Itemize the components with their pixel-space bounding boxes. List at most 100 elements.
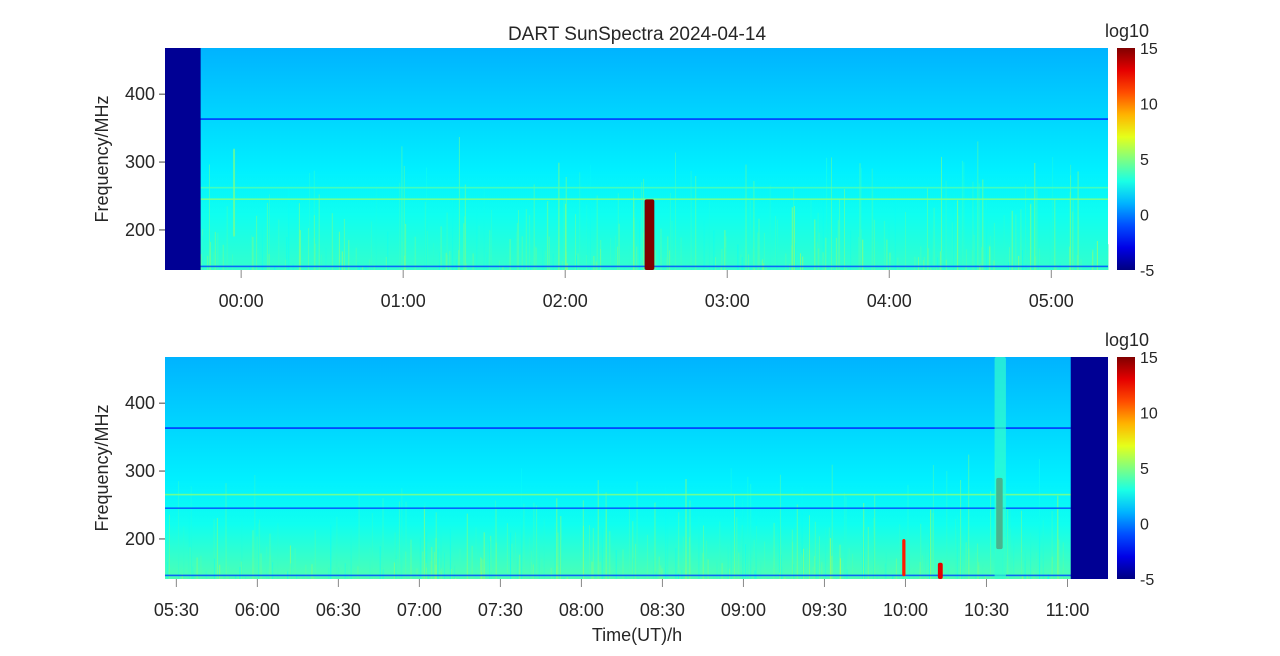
noise-streak	[586, 204, 587, 270]
noise-streak	[254, 475, 255, 579]
noise-streak	[966, 542, 967, 579]
noise-streak	[839, 199, 840, 270]
frequency-line	[165, 575, 1108, 577]
noise-streak	[836, 238, 837, 270]
noise-streak	[232, 254, 233, 270]
noise-streak	[1044, 568, 1045, 580]
noise-streak	[779, 522, 780, 579]
noise-streak	[443, 269, 444, 270]
noise-streak	[827, 211, 828, 271]
noise-streak	[515, 532, 516, 579]
noise-streak	[533, 565, 534, 580]
noise-streak	[534, 184, 535, 270]
noise-streak	[344, 578, 345, 579]
noise-streak	[452, 199, 453, 270]
noise-streak	[775, 216, 776, 270]
noise-streak	[269, 577, 270, 579]
noise-streak	[241, 562, 242, 579]
noise-streak	[319, 194, 320, 270]
noise-streak	[544, 519, 545, 579]
noise-streak	[1013, 540, 1014, 579]
noise-streak	[946, 471, 947, 579]
noise-streak	[351, 529, 352, 579]
noise-streak	[562, 261, 563, 270]
noise-streak	[386, 257, 387, 270]
noise-streak	[549, 237, 550, 270]
noise-streak	[597, 196, 598, 270]
noise-streak	[467, 514, 468, 579]
noise-streak	[332, 213, 333, 270]
noise-streak	[558, 533, 559, 580]
noise-streak	[860, 163, 861, 270]
noise-streak	[1074, 259, 1075, 270]
radio-burst	[902, 539, 905, 576]
noise-streak	[1081, 259, 1082, 270]
noise-streak	[800, 253, 801, 270]
noise-streak	[342, 252, 343, 271]
noise-streak	[946, 260, 947, 270]
xlabel: Time(UT)/h	[592, 625, 682, 645]
noise-streak	[225, 543, 226, 579]
noise-streak	[505, 269, 506, 270]
noise-streak	[479, 226, 480, 270]
colorbar-tick-label: 10	[1140, 406, 1158, 423]
xtick-label: 06:30	[316, 600, 361, 620]
noise-streak	[217, 578, 218, 579]
noise-streak	[489, 230, 490, 270]
noise-streak	[661, 229, 662, 270]
noise-streak	[507, 523, 508, 579]
noise-streak	[734, 577, 735, 579]
noise-streak	[624, 268, 625, 270]
noise-streak	[764, 233, 765, 270]
xtick-label: 07:00	[397, 600, 442, 620]
noise-streak	[344, 219, 345, 270]
noise-streak	[750, 201, 751, 271]
noise-streak	[930, 510, 931, 580]
noise-streak	[759, 219, 760, 270]
noise-streak	[484, 189, 485, 270]
noise-streak	[929, 532, 930, 579]
noise-streak	[722, 563, 723, 579]
noise-streak	[1030, 533, 1031, 579]
noise-streak	[1070, 165, 1071, 270]
noise-streak	[963, 162, 964, 270]
noise-streak	[813, 567, 814, 579]
noise-streak	[641, 182, 642, 270]
noise-streak	[313, 577, 314, 579]
noise-streak	[240, 567, 241, 579]
noise-streak	[455, 578, 456, 579]
noise-streak	[1025, 561, 1026, 580]
ytick-label: 200	[125, 529, 155, 549]
noise-streak	[417, 568, 418, 579]
noise-streak	[401, 146, 402, 270]
colorbar-label-bottom: log10	[1105, 330, 1149, 350]
noise-streak	[565, 204, 566, 270]
xtick-label: 09:30	[802, 600, 847, 620]
noise-streak	[510, 533, 511, 580]
noise-streak	[1052, 268, 1053, 270]
noise-streak	[1020, 209, 1021, 270]
noise-streak	[553, 578, 554, 580]
noise-streak	[875, 574, 876, 579]
noise-streak	[734, 494, 735, 579]
noise-streak	[371, 222, 372, 271]
noise-streak	[463, 223, 464, 270]
noise-streak	[1052, 511, 1053, 579]
noise-streak	[315, 530, 316, 579]
noise-streak	[1108, 244, 1109, 270]
noise-streak	[889, 223, 890, 270]
xtick-label: 10:30	[964, 600, 1009, 620]
noise-streak	[439, 252, 440, 271]
noise-streak	[529, 537, 530, 579]
ytick-label: 400	[125, 393, 155, 413]
noise-streak	[829, 527, 830, 579]
noise-streak	[885, 563, 886, 579]
noise-streak	[615, 236, 616, 271]
xtick-label: 02:00	[543, 291, 588, 311]
noise-streak	[620, 578, 621, 580]
noise-streak	[618, 193, 619, 270]
noise-streak	[645, 566, 646, 579]
noise-streak	[759, 268, 760, 270]
noise-streak	[553, 253, 554, 270]
